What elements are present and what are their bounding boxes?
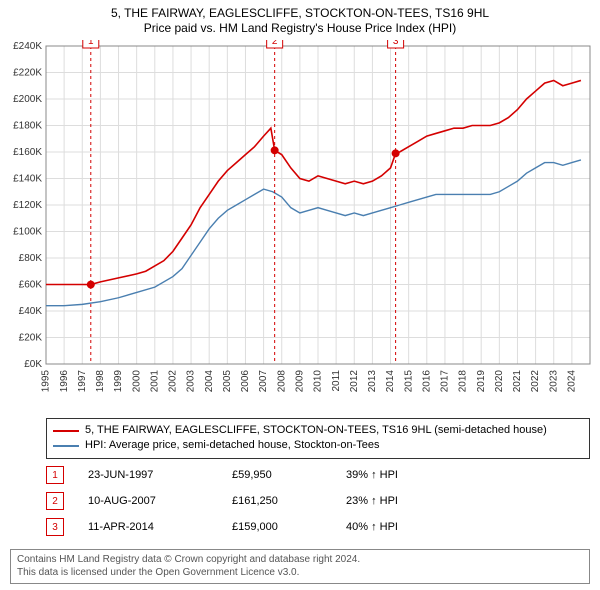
marker-badge-3: 3 [46, 518, 64, 536]
legend-label-property: 5, THE FAIRWAY, EAGLESCLIFFE, STOCKTON-O… [85, 423, 547, 438]
svg-text:1995: 1995 [41, 370, 52, 393]
sale-markers-table: 1 23-JUN-1997 £59,950 39% ↑ HPI 2 10-AUG… [46, 462, 590, 540]
svg-text:2024: 2024 [567, 370, 578, 393]
sale-marker-row-2: 2 10-AUG-2007 £161,250 23% ↑ HPI [46, 488, 590, 514]
svg-text:2008: 2008 [276, 370, 287, 393]
legend-label-hpi: HPI: Average price, semi-detached house,… [85, 438, 380, 453]
svg-text:2007: 2007 [258, 370, 269, 393]
svg-text:2010: 2010 [313, 370, 324, 393]
svg-text:2014: 2014 [385, 370, 396, 393]
svg-text:2023: 2023 [548, 370, 559, 393]
marker-delta-3: 40% ↑ HPI [346, 521, 456, 533]
svg-text:£120K: £120K [13, 200, 42, 211]
svg-text:2019: 2019 [476, 370, 487, 393]
legend-swatch-hpi [53, 445, 79, 447]
svg-text:£240K: £240K [13, 41, 42, 52]
svg-text:1: 1 [88, 40, 94, 47]
marker-badge-2: 2 [46, 492, 64, 510]
svg-text:2013: 2013 [367, 370, 378, 393]
svg-text:2022: 2022 [530, 370, 541, 393]
attribution-line-2: This data is licensed under the Open Gov… [17, 567, 583, 580]
svg-text:£60K: £60K [19, 280, 43, 291]
svg-text:2005: 2005 [222, 370, 233, 393]
svg-text:2011: 2011 [331, 370, 342, 392]
svg-text:1999: 1999 [113, 370, 124, 393]
chart-svg: £0K £20K £40K £60K £80K £100K £120K £140K £160K £… [0, 40, 600, 410]
legend-row-property: 5, THE FAIRWAY, EAGLESCLIFFE, STOCKTON-O… [53, 423, 583, 438]
marker-date-3: 11-APR-2014 [88, 521, 208, 533]
svg-text:2006: 2006 [240, 370, 251, 393]
chart-area: £0K £20K £40K £60K £80K £100K £120K £140K £160K £… [0, 40, 600, 410]
marker-price-1: £59,950 [232, 469, 322, 481]
svg-text:£40K: £40K [19, 306, 43, 317]
svg-text:£160K: £160K [13, 147, 42, 158]
attribution-box: Contains HM Land Registry data © Crown c… [10, 549, 590, 584]
svg-text:1998: 1998 [95, 370, 106, 393]
svg-text:£180K: £180K [13, 121, 42, 132]
marker-delta-1: 39% ↑ HPI [346, 469, 456, 481]
marker-date-2: 10-AUG-2007 [88, 495, 208, 507]
marker-badge-1: 1 [46, 466, 64, 484]
svg-text:2003: 2003 [186, 370, 197, 393]
title-subtitle: Price paid vs. HM Land Registry's House … [0, 21, 600, 36]
svg-text:£100K: £100K [13, 227, 42, 238]
svg-text:2020: 2020 [494, 370, 505, 393]
svg-text:2016: 2016 [421, 370, 432, 393]
svg-text:2018: 2018 [458, 370, 469, 393]
svg-text:1996: 1996 [59, 370, 70, 393]
svg-text:£80K: £80K [19, 253, 43, 264]
marker-price-2: £161,250 [232, 495, 322, 507]
svg-text:£140K: £140K [13, 174, 42, 185]
svg-text:2000: 2000 [131, 370, 142, 393]
svg-text:£20K: £20K [19, 333, 43, 344]
svg-text:2017: 2017 [440, 370, 451, 393]
marker-price-3: £159,000 [232, 521, 322, 533]
svg-text:2002: 2002 [168, 370, 179, 393]
legend-swatch-property [53, 430, 79, 432]
svg-text:1997: 1997 [77, 370, 88, 393]
svg-text:2015: 2015 [403, 370, 414, 393]
svg-text:£0K: £0K [24, 359, 42, 370]
svg-text:£220K: £220K [13, 68, 42, 79]
sale-marker-row-3: 3 11-APR-2014 £159,000 40% ↑ HPI [46, 514, 590, 540]
svg-text:2012: 2012 [349, 370, 360, 393]
svg-text:2009: 2009 [295, 370, 306, 393]
svg-text:2004: 2004 [204, 370, 215, 393]
title-block: 5, THE FAIRWAY, EAGLESCLIFFE, STOCKTON-O… [0, 0, 600, 36]
sale-marker-row-1: 1 23-JUN-1997 £59,950 39% ↑ HPI [46, 462, 590, 488]
svg-text:3: 3 [393, 40, 399, 47]
marker-delta-2: 23% ↑ HPI [346, 495, 456, 507]
svg-text:2001: 2001 [149, 370, 160, 393]
figure-container: 5, THE FAIRWAY, EAGLESCLIFFE, STOCKTON-O… [0, 0, 600, 590]
svg-text:2021: 2021 [512, 370, 523, 393]
svg-text:2: 2 [272, 40, 278, 47]
legend-row-hpi: HPI: Average price, semi-detached house,… [53, 438, 583, 453]
svg-text:£200K: £200K [13, 94, 42, 105]
marker-date-1: 23-JUN-1997 [88, 469, 208, 481]
legend-box: 5, THE FAIRWAY, EAGLESCLIFFE, STOCKTON-O… [46, 418, 590, 459]
title-address: 5, THE FAIRWAY, EAGLESCLIFFE, STOCKTON-O… [0, 6, 600, 21]
attribution-line-1: Contains HM Land Registry data © Crown c… [17, 554, 583, 567]
